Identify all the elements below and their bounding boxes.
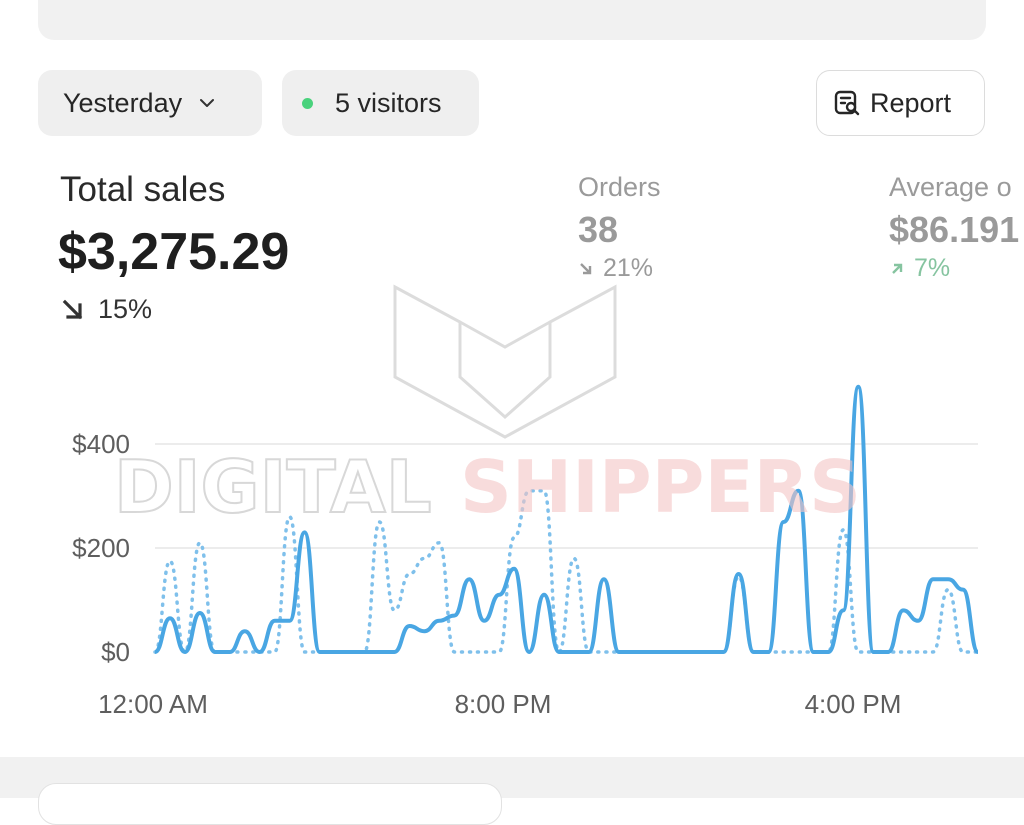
bottom-card[interactable] xyxy=(38,783,502,825)
summary-card xyxy=(38,0,986,40)
svg-text:DIGITAL: DIGITAL xyxy=(114,445,432,529)
chart-series-previous xyxy=(153,489,980,654)
x-tick-label: 4:00 PM xyxy=(805,689,902,719)
total-sales-change: 15% xyxy=(60,294,152,325)
watermark-text: DIGITAL SHIPPERS xyxy=(113,444,861,530)
sales-chart: $0 $200 $400 12:00 AM 8:00 PM 4:00 PM xyxy=(72,384,980,719)
arrow-down-right-icon xyxy=(580,262,592,274)
date-range-select[interactable]: Yesterday xyxy=(38,70,262,136)
average-order-label: Average o xyxy=(889,172,1012,202)
report-icon xyxy=(834,90,860,116)
y-tick-label: $200 xyxy=(72,533,130,563)
average-order-change: 7% xyxy=(889,254,950,283)
arrow-up-right-icon xyxy=(892,263,903,274)
arrow-down-right-icon xyxy=(62,299,83,319)
chevron-down-icon xyxy=(200,99,215,107)
x-tick-label: 8:00 PM xyxy=(455,689,552,719)
average-order-value: $86.191 xyxy=(889,209,1020,250)
total-sales-value: $3,275.29 xyxy=(58,223,290,281)
x-tick-label: 12:00 AM xyxy=(98,689,208,719)
y-tick-label: $0 xyxy=(101,637,130,667)
y-tick-label: $400 xyxy=(72,429,130,459)
orders-change-value: 21% xyxy=(603,254,654,282)
chart-series-current xyxy=(154,384,980,654)
date-range-label: Yesterday xyxy=(63,87,183,118)
visitors-label: 5 visitors xyxy=(335,87,442,118)
orders-value: 38 xyxy=(578,209,619,250)
live-visitors-badge[interactable]: 5 visitors xyxy=(282,70,479,136)
report-button[interactable]: Report xyxy=(816,70,985,136)
report-label: Report xyxy=(870,87,952,118)
average-order-change-value: 7% xyxy=(914,254,951,282)
total-sales-label: Total sales xyxy=(60,170,226,209)
watermark-logo xyxy=(393,284,617,439)
total-sales-change-value: 15% xyxy=(98,294,153,324)
live-dot-icon xyxy=(302,97,313,109)
orders-label: Orders xyxy=(578,172,661,202)
orders-change: 21% xyxy=(578,254,653,283)
svg-text:SHIPPERS: SHIPPERS xyxy=(460,445,861,529)
